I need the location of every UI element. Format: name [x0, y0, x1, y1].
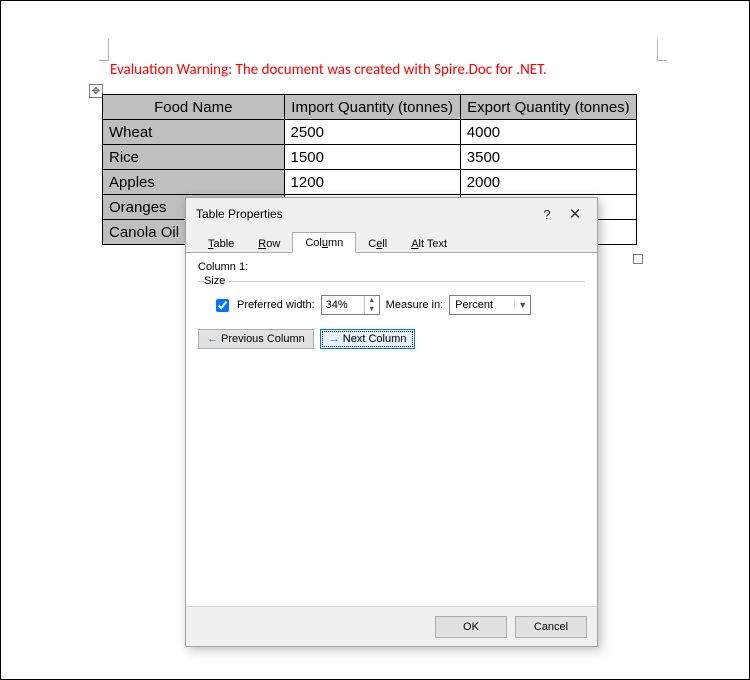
- arrow-left-icon: ←: [207, 333, 218, 345]
- help-button[interactable]: ?: [533, 207, 561, 222]
- tab-alttext-rest: lt Text: [419, 238, 448, 250]
- preferred-width-checkbox[interactable]: [216, 299, 229, 312]
- chevron-down-icon[interactable]: ▼: [514, 300, 530, 310]
- header-export-qty[interactable]: Export Quantity (tonnes): [460, 95, 636, 120]
- chevron-up-icon[interactable]: ▲: [365, 296, 379, 305]
- tab-cell[interactable]: Cell: [356, 234, 399, 253]
- size-legend: Size: [204, 275, 229, 287]
- dialog-button-bar: OK Cancel: [186, 606, 597, 646]
- table-properties-dialog: Table Properties ? ✕ Table Row Column Ce…: [185, 197, 598, 647]
- tab-strip: Table Row Column Cell Alt Text: [186, 230, 597, 253]
- close-button[interactable]: ✕: [561, 205, 589, 223]
- page-corner-tl: [99, 39, 109, 61]
- preferred-width-input[interactable]: [322, 296, 364, 314]
- measure-in-combo[interactable]: Percent ▼: [449, 295, 531, 315]
- dialog-titlebar[interactable]: Table Properties ? ✕: [186, 198, 597, 230]
- spinner-arrows[interactable]: ▲▼: [364, 296, 379, 314]
- tab-column[interactable]: Column: [292, 232, 356, 253]
- chevron-down-icon[interactable]: ▼: [365, 305, 379, 314]
- evaluation-warning: Evaluation Warning: The document was cre…: [110, 61, 547, 79]
- previous-column-button[interactable]: ← Previous Column: [198, 329, 314, 349]
- table-row: Rice15003500: [103, 145, 637, 170]
- tab-row[interactable]: Row: [246, 234, 292, 253]
- prev-column-label: Previous Column: [221, 333, 305, 345]
- cancel-button[interactable]: Cancel: [515, 616, 587, 638]
- ok-button[interactable]: OK: [435, 616, 507, 638]
- measure-in-label: Measure in:: [386, 299, 443, 311]
- page-corner-tr: [657, 39, 667, 61]
- next-column-button[interactable]: → Next Column: [320, 329, 416, 349]
- tab-table-rest: able: [214, 238, 235, 250]
- header-food-name[interactable]: Food Name: [103, 95, 285, 120]
- column-tab-page: Column 1: Size Preferred width: ▲▼ Measu…: [186, 253, 597, 606]
- table-row: Wheat25004000: [103, 120, 637, 145]
- tab-table[interactable]: Table: [196, 234, 246, 253]
- dialog-title: Table Properties: [196, 207, 533, 221]
- table-move-handle[interactable]: ✥: [89, 84, 103, 98]
- table-resize-handle[interactable]: [633, 254, 643, 264]
- table-row: Apples12002000: [103, 170, 637, 195]
- header-import-qty[interactable]: Import Quantity (tonnes): [284, 95, 460, 120]
- column-number-label: Column 1:: [198, 261, 585, 273]
- preferred-width-label: Preferred width:: [237, 299, 315, 311]
- arrow-right-icon: →: [329, 333, 340, 345]
- size-fieldset: Size Preferred width: ▲▼ Measure in: Per…: [198, 275, 585, 319]
- measure-in-value: Percent: [450, 299, 514, 311]
- tab-alttext[interactable]: Alt Text: [399, 234, 459, 253]
- preferred-width-spinner[interactable]: ▲▼: [321, 295, 380, 315]
- next-column-label: Next Column: [343, 333, 407, 345]
- table-header-row: Food Name Import Quantity (tonnes) Expor…: [103, 95, 637, 120]
- tab-row-rest: ow: [266, 238, 280, 250]
